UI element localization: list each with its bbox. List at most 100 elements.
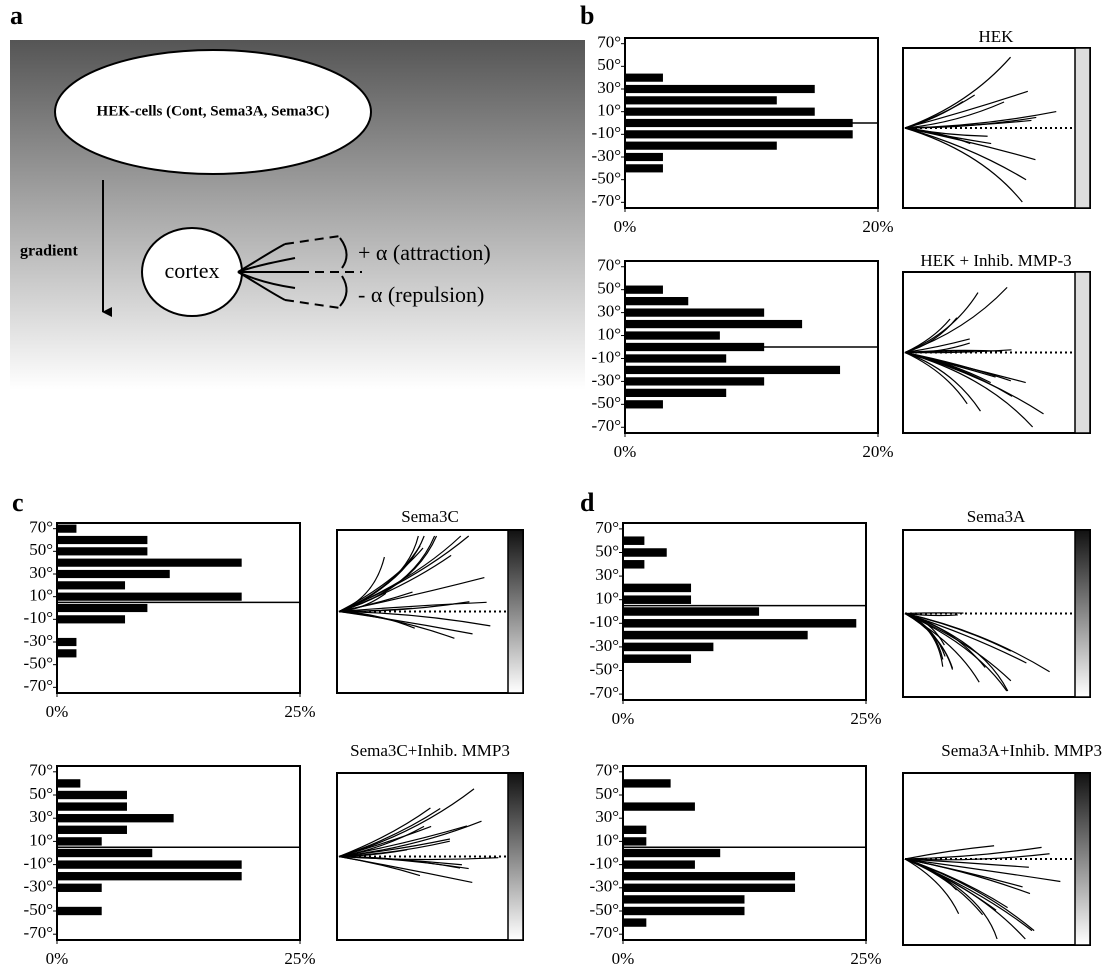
bar <box>57 791 127 799</box>
page: {"panel_labels": ["a", "b", "c", "d"], "… <box>0 0 1104 969</box>
bar <box>57 581 125 589</box>
trace-title: Sema3C <box>401 507 459 526</box>
y-tick-label: 70° <box>597 256 621 275</box>
panel-label: c <box>12 488 24 517</box>
bar <box>57 802 127 810</box>
x-tick-label: 0% <box>46 949 69 968</box>
y-tick-label: -10° <box>592 123 621 142</box>
bar <box>625 153 663 161</box>
bar <box>625 389 726 397</box>
bar <box>57 907 102 915</box>
bar <box>57 525 76 533</box>
repulsion-label: - α (repulsion) <box>358 282 484 307</box>
bar <box>57 884 102 892</box>
bar <box>57 593 242 601</box>
bar <box>57 536 147 544</box>
y-tick-label: -50° <box>590 659 619 678</box>
bar <box>57 826 127 834</box>
bar <box>625 130 853 138</box>
y-tick-label: -50° <box>592 169 621 188</box>
y-tick-label: 50° <box>595 784 619 803</box>
panel-label: d <box>580 488 595 517</box>
y-tick-label: -70° <box>592 191 621 210</box>
y-tick-label: -50° <box>24 654 53 673</box>
y-tick-label: 10° <box>29 830 53 849</box>
trace-title: HEK + Inhib. MMP-3 <box>920 251 1071 270</box>
y-tick-label: -70° <box>592 416 621 435</box>
y-tick-label: -10° <box>24 854 53 873</box>
bar <box>623 860 695 868</box>
y-tick-label: 30° <box>597 302 621 321</box>
bar <box>625 108 815 116</box>
y-tick-label: 10° <box>595 589 619 608</box>
bar <box>623 619 856 627</box>
y-tick-label: -30° <box>24 877 53 896</box>
cortex-label: cortex <box>165 258 220 283</box>
trace <box>905 613 963 614</box>
bar <box>623 826 646 834</box>
x-tick-label: 0% <box>612 709 635 728</box>
y-tick-label: 50° <box>29 784 53 803</box>
bar <box>623 560 644 568</box>
bar <box>623 907 745 915</box>
bar <box>625 85 815 93</box>
y-tick-label: 50° <box>29 540 53 559</box>
bar <box>623 895 745 903</box>
y-tick-label: 10° <box>29 586 53 605</box>
y-tick-label: 30° <box>29 563 53 582</box>
x-tick-label: 20% <box>862 217 893 236</box>
y-tick-label: 70° <box>29 761 53 780</box>
y-tick-label: 10° <box>595 830 619 849</box>
bar <box>623 884 795 892</box>
bar <box>623 607 759 615</box>
y-tick-label: 70° <box>595 518 619 537</box>
trace-title: HEK <box>979 27 1015 46</box>
bar <box>57 837 102 845</box>
bar <box>57 570 170 578</box>
bar <box>623 536 644 544</box>
y-tick-label: -30° <box>592 370 621 389</box>
y-tick-label: -70° <box>590 683 619 702</box>
gradient-bar <box>1075 773 1090 945</box>
bar <box>623 584 691 592</box>
bar <box>57 547 147 555</box>
bar <box>625 331 720 339</box>
bar <box>625 308 764 316</box>
gradient-bar <box>1075 530 1090 697</box>
figure: HEK-cells (Cont, Sema3A, Sema3C) gradien… <box>0 0 1104 969</box>
y-tick-label: 50° <box>595 541 619 560</box>
x-tick-label: 0% <box>46 702 69 721</box>
gradient-bar <box>1075 272 1090 433</box>
bar <box>623 849 720 857</box>
y-tick-label: -70° <box>24 923 53 942</box>
bar <box>57 872 242 880</box>
y-tick-label: -70° <box>590 923 619 942</box>
y-tick-label: 70° <box>597 33 621 52</box>
y-tick-label: 50° <box>597 55 621 74</box>
y-tick-label: 30° <box>595 565 619 584</box>
trace-title: Sema3A+Inhib. MMP3 <box>941 741 1102 760</box>
y-tick-label: -30° <box>24 631 53 650</box>
bar <box>623 548 667 556</box>
bar <box>625 286 663 294</box>
bar <box>623 918 646 926</box>
gradient-bar <box>508 773 523 940</box>
bar <box>57 814 174 822</box>
bar <box>623 779 671 787</box>
x-tick-label: 0% <box>614 442 637 461</box>
bar <box>57 559 242 567</box>
y-tick-label: 30° <box>29 807 53 826</box>
x-tick-label: 0% <box>612 949 635 968</box>
y-tick-label: -50° <box>592 393 621 412</box>
bar <box>57 779 80 787</box>
x-tick-label: 25% <box>850 709 881 728</box>
y-tick-label: -10° <box>592 347 621 366</box>
gradient-label: gradient <box>20 243 78 260</box>
bar <box>625 297 688 305</box>
y-tick-label: -30° <box>590 877 619 896</box>
trace-title: Sema3C+Inhib. MMP3 <box>350 741 510 760</box>
y-tick-label: 30° <box>597 78 621 97</box>
bar <box>625 377 764 385</box>
y-tick-label: -10° <box>590 612 619 631</box>
bar <box>623 837 646 845</box>
